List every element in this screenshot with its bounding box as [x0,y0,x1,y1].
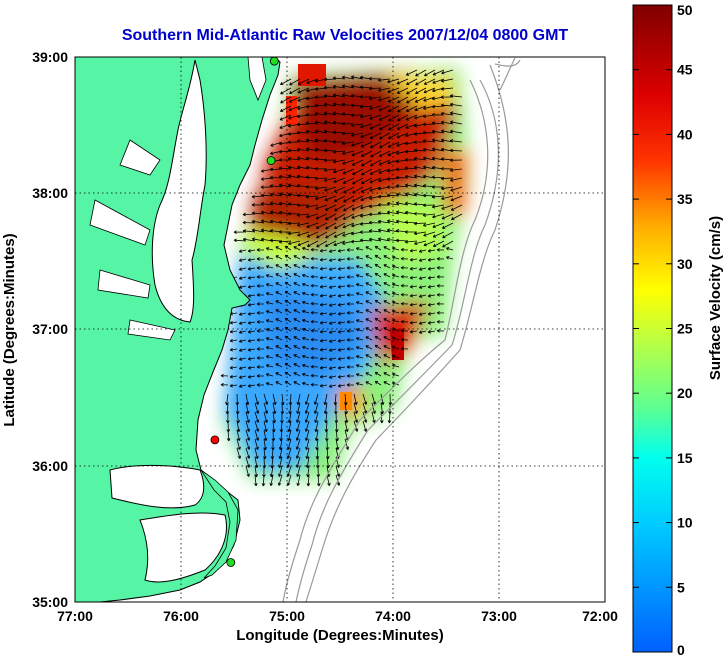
radar-station-marker [269,57,279,66]
colorbar-label: Surface Velocity (cm/s) [707,216,724,380]
colorbar-tick-label: 50 [677,2,693,18]
radar-stations [210,57,279,567]
x-tick-label: 75:00 [269,608,305,624]
x-tick-label: 72:00 [582,608,618,624]
x-tick-label: 74:00 [375,608,411,624]
velocity-vector-field [220,69,463,487]
y-tick-label: 39:00 [32,49,68,65]
y-tick-label: 36:00 [32,458,68,474]
radar-station-marker [226,558,236,567]
map-plot-area [75,57,605,602]
map-grid [75,57,605,602]
colorbar-tick-label: 45 [677,62,693,78]
colorbar-tick-label: 15 [677,450,693,466]
y-tick-label: 38:00 [32,185,68,201]
radar-station-marker [210,435,220,445]
map-frame [74,56,606,603]
radar-station-marker [266,156,276,165]
colorbar-tick-label: 25 [677,321,693,337]
x-tick-label: 76:00 [163,608,199,624]
colorbar-tick-label: 0 [677,642,685,658]
x-axis-label: Longitude (Degrees:Minutes) [236,627,444,644]
map-title: Southern Mid-Atlantic Raw Velocities 200… [122,27,569,44]
colorbar-gradient [632,4,673,653]
x-axis: 77:00 76:00 75:00 74:00 73:00 72:00 Long… [57,608,618,644]
x-tick-label: 77:00 [57,608,93,624]
colorbar-tick-label: 35 [677,191,693,207]
y-axis: 39:00 38:00 37:00 36:00 35:00 Latitude (… [1,49,68,610]
y-tick-label: 37:00 [32,321,68,337]
colorbar-tick-label: 10 [677,515,693,531]
bathymetry-contours [282,57,521,602]
y-tick-label: 35:00 [32,594,68,610]
colorbar-tick-label: 30 [677,256,693,272]
y-axis-label: Latitude (Degrees:Minutes) [1,233,18,426]
colorbar-tick-label: 5 [677,579,685,595]
colorbar-tick-label: 20 [677,385,693,401]
velocity-vectors [220,69,463,487]
x-tick-label: 73:00 [481,608,517,624]
colorbar-tick-label: 40 [677,126,693,142]
